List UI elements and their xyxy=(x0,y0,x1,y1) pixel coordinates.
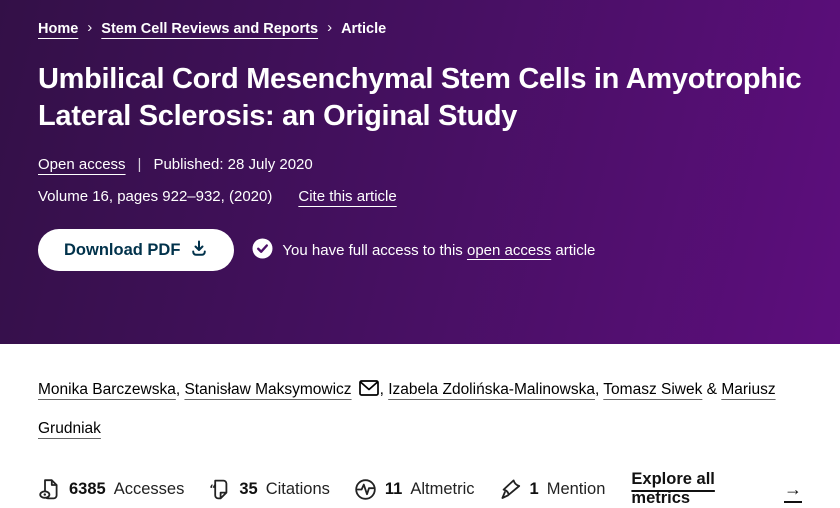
author-link[interactable]: Mariusz Grudniak xyxy=(38,381,776,437)
mention-megaphone-icon xyxy=(499,478,522,501)
author-link[interactable]: Stanisław Maksymowicz xyxy=(184,381,352,398)
open-access-link[interactable]: Open access xyxy=(38,156,126,173)
breadcrumb-current: Article xyxy=(341,20,387,37)
access-note-text: You have full access to this open access… xyxy=(282,242,595,259)
citations-icon: “ xyxy=(208,478,231,501)
published-date: Published: 28 July 2020 xyxy=(153,156,313,173)
author-link[interactable]: Monika Barczewska xyxy=(38,381,176,398)
publish-meta-row: Open access | Published: 28 July 2020 xyxy=(38,156,802,173)
metric-citations: “ 35 Citations xyxy=(208,478,330,501)
hero-banner: Home › Stem Cell Reviews and Reports › A… xyxy=(0,0,840,344)
access-note-suffix: article xyxy=(555,241,596,259)
metric-label: Mention xyxy=(546,479,606,498)
explore-all-metrics-link[interactable]: Explore all metrics → xyxy=(631,470,802,508)
metric-accesses: 6385 Accesses xyxy=(38,478,184,501)
download-icon xyxy=(190,239,208,262)
author-link[interactable]: Tomasz Siwek xyxy=(603,381,703,398)
breadcrumb-journal-link[interactable]: Stem Cell Reviews and Reports xyxy=(101,20,319,37)
metric-value: 11 xyxy=(384,479,403,498)
article-meta-section: Monika Barczewska, Stanisław Maksymowicz… xyxy=(0,344,840,508)
right-arrow-icon: → xyxy=(784,478,802,499)
svg-text:“: “ xyxy=(210,482,217,495)
download-pdf-button[interactable]: Download PDF xyxy=(38,229,235,271)
altmetric-icon xyxy=(354,478,377,501)
breadcrumb-home-link[interactable]: Home xyxy=(38,20,79,37)
author-link[interactable]: Izabela Zdolińska-Malinowska xyxy=(388,381,595,398)
chevron-right-icon: › xyxy=(87,19,93,36)
metric-value: 6385 xyxy=(69,479,106,498)
metric-altmetric: 11 Altmetric xyxy=(354,478,475,501)
chevron-right-icon: › xyxy=(327,19,333,36)
metrics-bar: 6385 Accesses “ 35 Citations xyxy=(38,470,802,508)
check-circle-icon xyxy=(252,238,273,263)
author-separator: , xyxy=(594,381,604,398)
open-access-note-link[interactable]: open access xyxy=(466,241,552,259)
explore-label: Explore all metrics xyxy=(631,470,715,507)
page-title: Umbilical Cord Mesenchymal Stem Cells in… xyxy=(38,63,802,132)
access-note-prefix: You have full access to this xyxy=(282,241,463,259)
meta-separator: | xyxy=(137,156,142,173)
cite-article-link[interactable]: Cite this article xyxy=(298,188,397,205)
metric-label: Altmetric xyxy=(410,479,475,498)
author-separator: , xyxy=(379,381,389,398)
metric-value: 35 xyxy=(239,479,258,498)
volume-pages: Volume 16, pages 922–932, (2020) xyxy=(38,188,273,205)
author-separator: , xyxy=(175,381,185,398)
metric-label: Citations xyxy=(265,479,330,498)
action-row: Download PDF You have xyxy=(38,229,802,271)
metric-label: Accesses xyxy=(113,479,185,498)
author-separator: & xyxy=(702,381,722,398)
access-note: You have full access to this open access… xyxy=(252,238,595,263)
volume-meta-row: Volume 16, pages 922–932, (2020) Cite th… xyxy=(38,188,802,205)
email-envelope-icon[interactable] xyxy=(358,373,379,410)
breadcrumb: Home › Stem Cell Reviews and Reports › A… xyxy=(38,19,802,37)
accesses-icon xyxy=(38,478,61,501)
author-list: Monika Barczewska, Stanisław Maksymowicz… xyxy=(38,371,802,447)
download-pdf-label: Download PDF xyxy=(64,240,181,259)
metric-value: 1 xyxy=(529,479,539,498)
metric-mention: 1 Mention xyxy=(499,478,606,501)
